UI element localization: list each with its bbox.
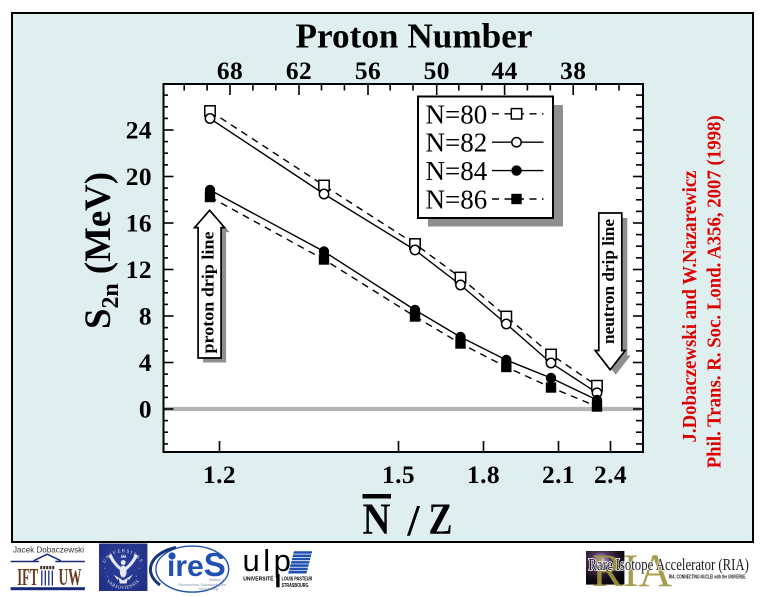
svg-text:STRASBOURG: STRASBOURG xyxy=(282,583,309,589)
svg-text:N=82: N=82 xyxy=(426,128,488,158)
svg-text:LOUIS PASTEUR: LOUIS PASTEUR xyxy=(282,576,313,582)
svg-text:44: 44 xyxy=(491,57,517,85)
svg-text:*: * xyxy=(139,567,141,571)
svg-text:*: * xyxy=(136,575,138,579)
svg-text:2.4: 2.4 xyxy=(594,461,627,489)
svg-text:Jacek Dobaczewski: Jacek Dobaczewski xyxy=(13,545,84,555)
svg-text:*: * xyxy=(104,567,106,571)
svg-text:Z: Z xyxy=(429,495,453,544)
svg-text:ulp: ulp xyxy=(243,543,295,578)
svg-text:UNIVERSITÉ: UNIVERSITÉ xyxy=(243,574,274,582)
svg-text:50: 50 xyxy=(424,57,450,85)
svg-text:38: 38 xyxy=(560,57,586,85)
svg-text:20: 20 xyxy=(126,163,152,191)
svg-text:1.5: 1.5 xyxy=(382,461,415,489)
svg-text:*: * xyxy=(107,575,109,579)
svg-text:68: 68 xyxy=(217,57,243,85)
svg-text:1.8: 1.8 xyxy=(467,461,500,489)
svg-text:proton drip line: proton drip line xyxy=(198,231,217,353)
svg-text:N=84: N=84 xyxy=(426,156,488,186)
svg-text:RIA: RIA xyxy=(592,545,672,597)
svg-text:N=86: N=86 xyxy=(426,185,488,215)
svg-text:16: 16 xyxy=(126,210,152,238)
svg-text:4: 4 xyxy=(139,349,152,377)
svg-text:N=80: N=80 xyxy=(426,99,488,129)
svg-text:62: 62 xyxy=(286,57,312,85)
svg-text:8: 8 xyxy=(139,303,152,331)
svg-text:0: 0 xyxy=(139,396,152,424)
svg-text:/: / xyxy=(406,496,420,545)
svg-text:Rare Isotope Accelerator (RIA): Rare Isotope Accelerator (RIA) xyxy=(588,555,749,574)
svg-text:UW: UW xyxy=(59,565,82,591)
svg-text:RIA: CONNECTING NUCLEI with th: RIA: CONNECTING NUCLEI with the UNIVERSE xyxy=(669,574,746,580)
svg-text:Strasbourg: Strasbourg xyxy=(198,586,218,591)
svg-text:2.1: 2.1 xyxy=(542,461,575,489)
svg-text:1.2: 1.2 xyxy=(203,461,236,489)
svg-text:J.Dobaczewski and W.Nazarewicz: J.Dobaczewski and W.Nazarewicz xyxy=(679,171,701,443)
svg-text:Institut de: Institut de xyxy=(209,577,227,582)
svg-text:neutron drip line: neutron drip line xyxy=(599,219,618,344)
svg-text:56: 56 xyxy=(355,57,381,85)
svg-text:N: N xyxy=(363,495,391,544)
svg-text:IFT: IFT xyxy=(17,565,38,591)
svg-text:12: 12 xyxy=(126,256,152,284)
svg-text:Proton Number: Proton Number xyxy=(296,17,533,56)
svg-text:Recherches Subatomiques: Recherches Subatomiques xyxy=(178,582,226,587)
svg-text:24: 24 xyxy=(126,117,152,145)
svg-text:Phil. Trans. R. Soc. Lond. A35: Phil. Trans. R. Soc. Lond. A356, 2007 (1… xyxy=(705,115,726,468)
svg-text:ireS: ireS xyxy=(167,546,226,583)
